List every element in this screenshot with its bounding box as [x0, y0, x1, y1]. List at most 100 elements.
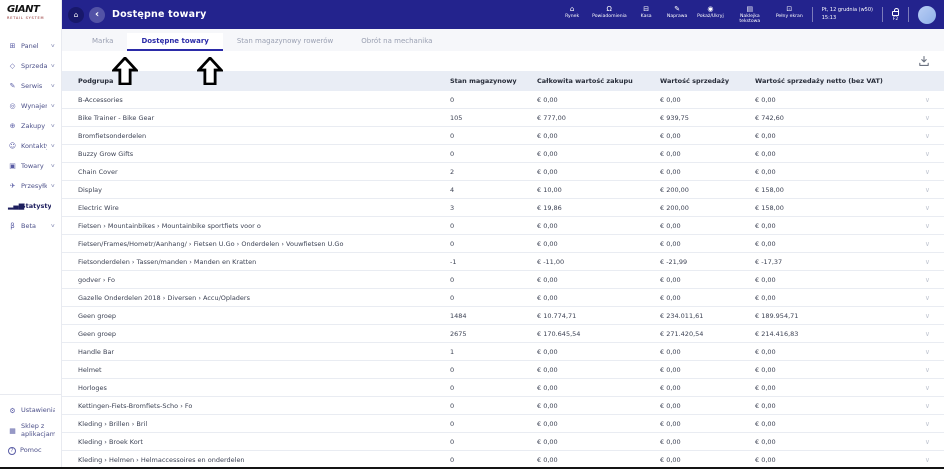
- row-expand-chevron-icon[interactable]: ∨: [924, 239, 930, 248]
- row-expand-chevron-icon[interactable]: ∨: [924, 419, 930, 428]
- sidebar-item-sprzedaz[interactable]: ◇ Sprzedaż ∨: [0, 56, 61, 76]
- page-title: Dostępne towary: [112, 9, 207, 20]
- lock-shortcut-label: F2: [892, 17, 899, 22]
- sidebar-item-beta[interactable]: β Beta ∨: [0, 216, 61, 236]
- row-expand-chevron-icon[interactable]: ∨: [924, 257, 930, 266]
- table-row[interactable]: Kleding › Brillen › Bril 0 € 0,00 € 0,00…: [62, 415, 944, 433]
- header-action-pelny-ekran[interactable]: ⊡ Pełny ekran: [775, 4, 803, 19]
- row-expand-chevron-icon[interactable]: ∨: [924, 203, 930, 212]
- row-expand-chevron-icon[interactable]: ∨: [924, 437, 930, 446]
- row-expand-chevron-icon[interactable]: ∨: [924, 293, 930, 302]
- cell-podgrupa: Fietsen › Mountainbikes › Mountainbike s…: [78, 221, 261, 230]
- table-row[interactable]: Bromfietsonderdelen 0 € 0,00 € 0,00 € 0,…: [62, 127, 944, 145]
- table-row[interactable]: Buzzy Grow Gifts 0 € 0,00 € 0,00 € 0,00 …: [62, 145, 944, 163]
- table-row[interactable]: godver › Fo 0 € 0,00 € 0,00 € 0,00 ∨: [62, 271, 944, 289]
- shipments-icon: ✈: [9, 182, 16, 190]
- table-row[interactable]: Chain Cover 2 € 0,00 € 0,00 € 0,00 ∨: [62, 163, 944, 181]
- header-action-naprawa[interactable]: ✎ Naprawa: [666, 4, 688, 19]
- cell-calkowita-wartosc-zakupu: € 0,00: [537, 131, 558, 140]
- table-row[interactable]: Gazelle Onderdelen 2018 › Diversen › Acc…: [62, 289, 944, 307]
- row-expand-chevron-icon[interactable]: ∨: [924, 167, 930, 176]
- sidebar-item-serwis[interactable]: ✎ Serwis ∨: [0, 76, 61, 96]
- sidebar-item-kontakty[interactable]: ☺ Kontakty ∨: [0, 136, 61, 156]
- table-row[interactable]: Kettingen-Fiets-Bromfiets-Scho › Fo 0 € …: [62, 397, 944, 415]
- cell-stan-magazynowy: 0: [450, 221, 455, 230]
- sidebar-item-wynajem[interactable]: ◎ Wynajem ∨: [0, 96, 61, 116]
- row-expand-chevron-icon[interactable]: ∨: [924, 221, 930, 230]
- chevron-down-icon: ∨: [50, 163, 56, 169]
- header-action-pokaz-ukryj[interactable]: ◉ Pokaż/Ukryj: [697, 4, 724, 19]
- sidebar-item-label: Statystyki: [21, 202, 51, 210]
- table-row[interactable]: Fietsonderdelen › Tassen/manden › Manden…: [62, 253, 944, 271]
- cell-calkowita-wartosc-zakupu: € 0,00: [537, 365, 558, 374]
- cell-wartosc-sprzedazy: € 0,00: [660, 275, 681, 284]
- row-expand-chevron-icon[interactable]: ∨: [924, 113, 930, 122]
- row-expand-chevron-icon[interactable]: ∨: [924, 365, 930, 374]
- sidebar-item-statystyki[interactable]: ▂▄▆ Statystyki: [0, 196, 61, 216]
- sidebar-item-pomoc[interactable]: ? Pomoc: [0, 441, 61, 461]
- cell-wartosc-sprzedazy: € 0,00: [660, 149, 681, 158]
- header-action-powiadomienia[interactable]: Ω Powiadomienia: [592, 4, 627, 19]
- cell-podgrupa: Kleding › Helmen › Helmaccessoires en on…: [78, 455, 245, 464]
- header-action-rynek[interactable]: ⌂ Rynek: [565, 4, 580, 19]
- row-expand-chevron-icon[interactable]: ∨: [924, 329, 930, 338]
- row-expand-chevron-icon[interactable]: ∨: [924, 95, 930, 104]
- tab-obrot-na-mechanika[interactable]: Obrót na mechanika: [361, 37, 433, 45]
- cell-stan-magazynowy: 0: [450, 149, 455, 158]
- lock-button[interactable]: F2: [892, 7, 899, 22]
- cell-wartosc-sprzedazy: € 939,75: [660, 113, 689, 122]
- table-row[interactable]: Bike Trainer - Bike Gear 105 € 777,00 € …: [62, 109, 944, 127]
- tab-stan-magazynowy-rowerow[interactable]: Stan magazynowy rowerów: [236, 37, 334, 45]
- row-expand-chevron-icon[interactable]: ∨: [924, 311, 930, 320]
- store-button[interactable]: ⌂: [68, 6, 84, 23]
- cell-stan-magazynowy: 0: [450, 401, 455, 410]
- wrench-icon: ✎: [9, 82, 16, 90]
- sidebar-item-przesylki[interactable]: ✈ Przesyłki ∨: [0, 176, 61, 196]
- sidebar-item-label: Panel: [21, 42, 39, 50]
- tab-dostepne-towary[interactable]: Dostępne towary: [127, 33, 223, 51]
- row-expand-chevron-icon[interactable]: ∨: [924, 455, 930, 464]
- table-row[interactable]: Horloges 0 € 0,00 € 0,00 € 0,00 ∨: [62, 379, 944, 397]
- table-row[interactable]: Kleding › Broek Kort 0 € 0,00 € 0,00 € 0…: [62, 433, 944, 451]
- cell-calkowita-wartosc-zakupu: € 0,00: [537, 293, 558, 302]
- sidebar-item-panel[interactable]: ⊞ Panel ∨: [0, 36, 61, 56]
- table-row[interactable]: Display 4 € 10,00 € 200,00 € 158,00 ∨: [62, 181, 944, 199]
- purchases-icon: ⊕: [9, 122, 16, 130]
- table-row[interactable]: B-Accessories 0 € 0,00 € 0,00 € 0,00 ∨: [62, 91, 944, 109]
- download-button[interactable]: [918, 55, 930, 67]
- cell-stan-magazynowy: 0: [450, 239, 455, 248]
- table-row[interactable]: Handle Bar 1 € 0,00 € 0,00 € 0,00 ∨: [62, 343, 944, 361]
- table-row[interactable]: Geen groep 1484 € 10.774,71 € 234.011,61…: [62, 307, 944, 325]
- back-button[interactable]: ‹: [89, 6, 105, 23]
- row-expand-chevron-icon[interactable]: ∨: [924, 185, 930, 194]
- avatar[interactable]: [918, 5, 936, 24]
- table-row[interactable]: Fietsen/Frames/Hometr/Aanhang/ › Fietsen…: [62, 235, 944, 253]
- row-expand-chevron-icon[interactable]: ∨: [924, 401, 930, 410]
- cell-podgrupa: Geen groep: [78, 311, 116, 320]
- cell-podgrupa: Fietsonderdelen › Tassen/manden › Manden…: [78, 257, 257, 266]
- table-body: B-Accessories 0 € 0,00 € 0,00 € 0,00 ∨ B…: [62, 91, 944, 469]
- cell-wartosc-sprzedazy-netto: € -17,37: [755, 257, 783, 266]
- tab-marka[interactable]: Marka: [92, 37, 114, 45]
- cell-wartosc-sprzedazy-netto: € 0,00: [755, 239, 776, 248]
- sidebar-item-sklep-z-aplikacjami[interactable]: ▦ Sklep z aplikacjami: [0, 421, 61, 441]
- row-expand-chevron-icon[interactable]: ∨: [924, 383, 930, 392]
- table-row[interactable]: Helmet 0 € 0,00 € 0,00 € 0,00 ∨: [62, 361, 944, 379]
- table-row[interactable]: Electric Wire 3 € 19,86 € 200,00 € 158,0…: [62, 199, 944, 217]
- sidebar-item-zakupy[interactable]: ⊕ Zakupy ∨: [0, 116, 61, 136]
- sidebar-item-ustawienia[interactable]: ⚙ Ustawienia: [0, 401, 61, 421]
- row-expand-chevron-icon[interactable]: ∨: [924, 149, 930, 158]
- row-expand-chevron-icon[interactable]: ∨: [924, 275, 930, 284]
- table-row[interactable]: Geen groep 2675 € 170.645,54 € 271.420,5…: [62, 325, 944, 343]
- row-expand-chevron-icon[interactable]: ∨: [924, 347, 930, 356]
- header-action-kasa[interactable]: ⊟ Kasa: [640, 4, 652, 19]
- sidebar-item-towary[interactable]: ▣ Towary ∨: [0, 156, 61, 176]
- header-action-naklejka-tekstowa[interactable]: ▤ Naklejka tekstowa: [739, 4, 761, 24]
- chevron-down-icon: ∨: [50, 63, 56, 69]
- cell-wartosc-sprzedazy-netto: € 0,00: [755, 221, 776, 230]
- row-expand-chevron-icon[interactable]: ∨: [924, 131, 930, 140]
- chevron-down-icon: ∨: [50, 103, 56, 109]
- cell-stan-magazynowy: 1: [450, 347, 455, 356]
- sidebar-item-label: Towary: [21, 162, 44, 170]
- table-row[interactable]: Fietsen › Mountainbikes › Mountainbike s…: [62, 217, 944, 235]
